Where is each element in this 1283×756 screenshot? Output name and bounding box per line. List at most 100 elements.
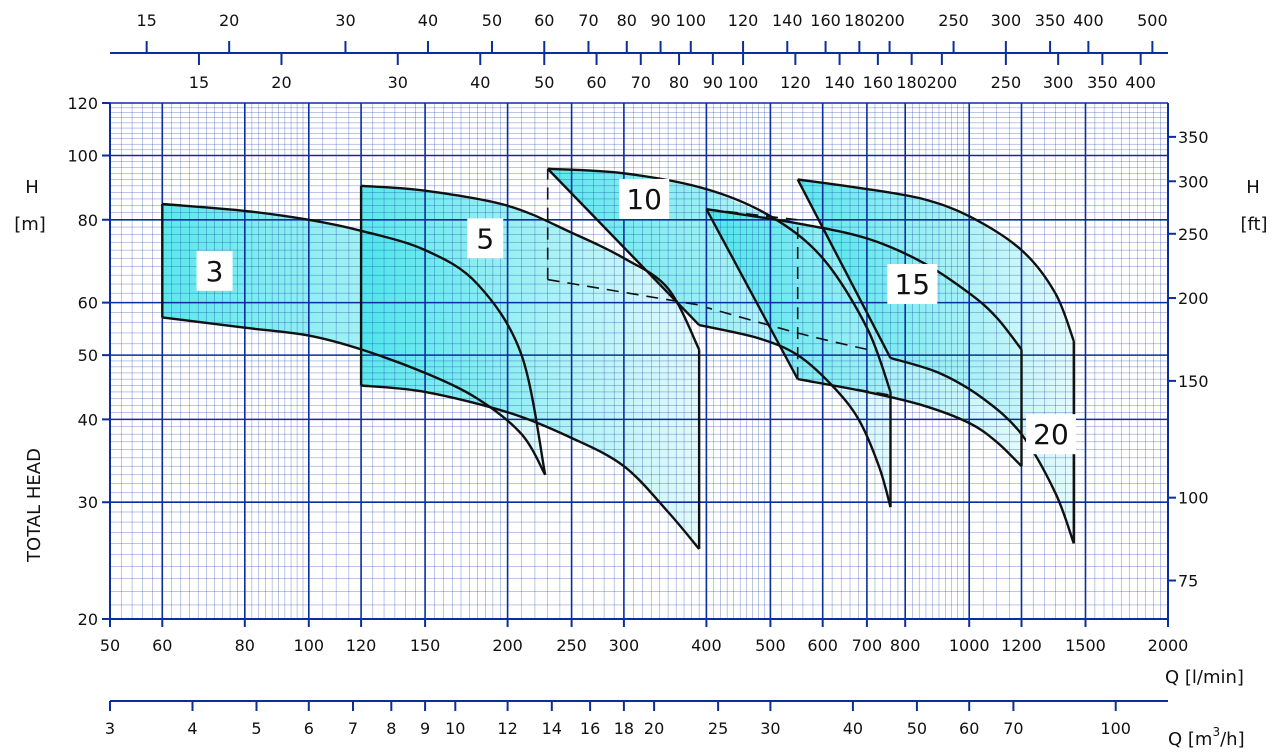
x-tick-label: 80 xyxy=(235,636,255,655)
region-fill-15 xyxy=(706,209,1022,467)
curve-upper-3 xyxy=(162,202,547,476)
top-row1-tick-label: 160 xyxy=(810,11,841,30)
top-row2-tick-label: 200 xyxy=(927,73,958,92)
top-row2-tick-label: 70 xyxy=(631,73,651,92)
top-row1-tick-label: 100 xyxy=(675,11,706,30)
m3h-tick-label: 4 xyxy=(187,719,197,738)
m3h-tick-label: 10 xyxy=(445,719,465,738)
region-label-5: 5 xyxy=(476,222,494,255)
x-tick-label: 100 xyxy=(294,636,325,655)
y-left-tick-label: 80 xyxy=(78,211,98,230)
top-row2-tick-label: 90 xyxy=(703,73,723,92)
top-row1-tick-label: 180 xyxy=(844,11,875,30)
y-left-tick-label: 60 xyxy=(78,294,98,313)
m3h-scale-axis: 3 4 5 6 7 8 9 10 12 14 16 18 20 25 30 40 50 60 70 100 xyxy=(105,700,1168,738)
x-tick-label: 400 xyxy=(691,636,722,655)
x-tick-label: 800 xyxy=(890,636,921,655)
curve-dashed-15 xyxy=(706,208,798,221)
m3h-tick-label: 5 xyxy=(251,719,261,738)
axes: 2030405060801001207510015020025030035050… xyxy=(67,94,1208,655)
y-right-tick-label: 100 xyxy=(1178,489,1209,508)
top-row2-tick-label: 180 xyxy=(896,73,927,92)
grid xyxy=(109,102,1169,620)
top-row2-tick-label: 120 xyxy=(780,73,811,92)
top-row1-tick-label: 350 xyxy=(1035,11,1066,30)
y-left-tick-label: 100 xyxy=(67,147,98,166)
y-right-tick-label: 300 xyxy=(1178,172,1209,191)
x-tick-label: 1000 xyxy=(949,636,990,655)
y-right-tick-label: 250 xyxy=(1178,225,1209,244)
top-row1-tick-label: 30 xyxy=(335,11,355,30)
curve-left-edge-15 xyxy=(705,208,799,380)
x-tick-label: 2000 xyxy=(1148,636,1189,655)
y-left-tick-label: 30 xyxy=(78,493,98,512)
region-label-10: 10 xyxy=(626,183,662,216)
y-axis-title: TOTAL HEAD xyxy=(24,448,45,563)
curve-lower-5 xyxy=(360,384,701,550)
y-right-unit-h: H xyxy=(1246,177,1260,198)
curve-upper-20 xyxy=(797,178,1075,342)
x-tick-label: 50 xyxy=(100,636,120,655)
top-row1-tick-label: 140 xyxy=(772,11,803,30)
region-label-3: 3 xyxy=(206,255,224,288)
top-row1-tick-label: 500 xyxy=(1137,11,1168,30)
top-row1-tick-label: 15 xyxy=(136,11,156,30)
top-row1-tick-label: 90 xyxy=(650,11,670,30)
m3h-tick-label: 18 xyxy=(614,719,634,738)
top-row2-tick-label: 250 xyxy=(991,73,1022,92)
curve-lower-15 xyxy=(797,377,1023,468)
x-tick-label: 700 xyxy=(852,636,883,655)
x-tick-label: 120 xyxy=(346,636,377,655)
curve-left-edge-10 xyxy=(546,167,701,326)
top-row2-tick-label: 350 xyxy=(1087,73,1118,92)
y-left-unit: [m] xyxy=(14,214,46,235)
region-label-box-5 xyxy=(467,218,504,259)
top-row1-tick-label: 250 xyxy=(938,11,969,30)
y-left-tick-label: 40 xyxy=(78,410,98,429)
x-axis-title: Q [l/min] xyxy=(1165,667,1244,688)
top-row2-tick-label: 20 xyxy=(271,73,291,92)
x-tick-label: 150 xyxy=(410,636,441,655)
m3h-tick-label: 25 xyxy=(708,719,728,738)
top-row2-tick-label: 30 xyxy=(388,73,408,92)
m3h-tick-label: 16 xyxy=(580,719,600,738)
top-row1-tick-label: 300 xyxy=(991,11,1022,30)
top-row1-tick-label: 20 xyxy=(219,11,239,30)
curve-upper-5 xyxy=(360,184,701,350)
top-row1-tick-label: 50 xyxy=(482,11,502,30)
top-row1-tick-label: 70 xyxy=(578,11,598,30)
top-row1-tick-label: 40 xyxy=(418,11,438,30)
region-label-15: 15 xyxy=(894,268,930,301)
top-row1-tick-label: 400 xyxy=(1073,11,1104,30)
x-tick-label: 1200 xyxy=(1001,636,1042,655)
y-left-unit-h: H xyxy=(25,177,39,198)
x-tick-label: 60 xyxy=(152,636,172,655)
m3h-tick-label: 12 xyxy=(497,719,517,738)
region-label-box-20 xyxy=(1025,414,1076,455)
y-right-tick-label: 150 xyxy=(1178,372,1209,391)
curve-upper-15 xyxy=(706,208,1023,351)
x-tick-label: 300 xyxy=(609,636,640,655)
top-row2-tick-label: 140 xyxy=(824,73,855,92)
y-right-unit: [ft] xyxy=(1240,214,1267,235)
region-label-box-10 xyxy=(619,178,670,219)
m3h-tick-label: 7 xyxy=(348,719,358,738)
m3h-tick-label: 30 xyxy=(760,719,780,738)
top-row2-tick-label: 80 xyxy=(669,73,689,92)
region-fill-5 xyxy=(361,185,700,550)
m3h-tick-label: 6 xyxy=(304,719,314,738)
curve-lower-3 xyxy=(162,316,547,476)
region-label-box-15 xyxy=(887,264,938,305)
top-row2-tick-label: 60 xyxy=(586,73,606,92)
curve-dashed-20 xyxy=(797,378,891,396)
x-tick-label: 200 xyxy=(492,636,523,655)
m3h-tick-label: 60 xyxy=(959,719,979,738)
m3h-tick-label: 100 xyxy=(1100,719,1131,738)
top-row1-tick-label: 120 xyxy=(728,11,759,30)
m3h-tick-label: 3 xyxy=(105,719,115,738)
top-row2-tick-label: 160 xyxy=(863,73,894,92)
curve-dashed-10 xyxy=(547,278,700,306)
top-row2-tick-label: 100 xyxy=(728,73,759,92)
m3h-tick-label: 50 xyxy=(907,719,927,738)
